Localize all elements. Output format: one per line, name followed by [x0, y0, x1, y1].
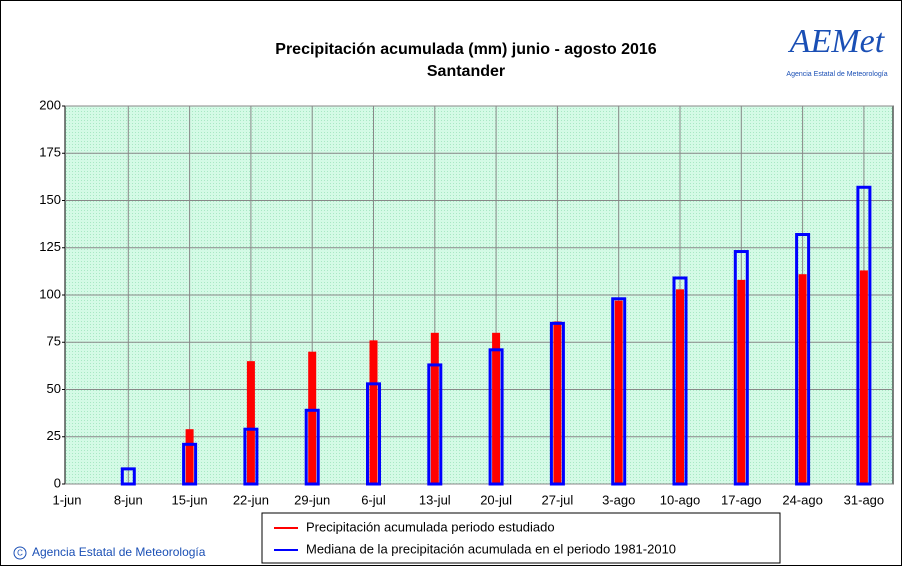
- x-tick-label: 3-ago: [602, 492, 635, 507]
- copyright-icon: [13, 546, 27, 560]
- x-tick-label: 13-jul: [419, 492, 451, 507]
- median-bar: [795, 233, 811, 486]
- grid: [62, 105, 893, 485]
- bar: [676, 289, 684, 484]
- chart-title: Precipitación acumulada (mm) junio - ago…: [275, 41, 657, 58]
- labels: 0 25 50 75 100 125 150 175 200 1-jun 8-jun 15-jun 22…: [39, 97, 884, 507]
- bar: [614, 300, 623, 484]
- legend: [261, 512, 781, 564]
- x-tick-label: 8-jun: [114, 492, 143, 507]
- x-tick-label: 1-jun: [53, 492, 82, 507]
- x-tick-label: 24-ago: [782, 492, 822, 507]
- x-tick-label: 10-ago: [660, 492, 700, 507]
- legend-label: Precipitación acumulada periodo estudiad…: [306, 519, 555, 534]
- x-tick-label: 22-jun: [233, 492, 269, 507]
- median-bar: [549, 321, 565, 486]
- median-bar: [488, 348, 504, 486]
- y-tick-label: 50: [47, 381, 61, 396]
- x-tick-label: 20-jul: [480, 492, 512, 507]
- bar: [737, 279, 746, 484]
- median-bar: [366, 382, 381, 486]
- legend-label: Mediana de la precipitación acumulada en…: [306, 541, 676, 556]
- y-tick-label: 25: [47, 428, 61, 443]
- x-tick-label: 27-jul: [542, 492, 574, 507]
- median-bar: [120, 467, 136, 486]
- bar: [798, 274, 807, 484]
- median-bar: [304, 408, 320, 486]
- x-tick-label: 15-jun: [172, 492, 208, 507]
- x-tick-label: 29-jun: [294, 492, 330, 507]
- y-tick-label: 75: [47, 334, 61, 349]
- median-bar: [856, 185, 872, 486]
- bar: [859, 270, 868, 484]
- bar: [492, 332, 501, 484]
- y-tick-label: 125: [39, 239, 61, 254]
- copyright-c: C: [17, 549, 23, 558]
- x-tick-label: 6-jul: [361, 492, 386, 507]
- median-bar: [182, 442, 198, 486]
- y-tick-label: 100: [39, 286, 61, 301]
- median-bar: [672, 276, 688, 486]
- bar: [246, 361, 255, 484]
- x-tick-label: 17-ago: [721, 492, 761, 507]
- footer: Agencia Estatal de Meteorología: [32, 545, 206, 559]
- logo-caption: Agencia Estatal de Meteorología: [786, 71, 887, 78]
- y-tick-label: 150: [39, 192, 61, 207]
- median-bar: [733, 250, 749, 486]
- y-tick-label: 200: [39, 97, 61, 112]
- bar: [430, 332, 439, 484]
- bar: [369, 340, 378, 484]
- median-bar: [427, 363, 443, 486]
- bar: [185, 429, 194, 484]
- median-bar: [611, 297, 627, 486]
- chart-subtitle: Santander: [427, 63, 505, 80]
- y-tick-label: 175: [39, 145, 61, 160]
- bar: [553, 321, 562, 484]
- x-tick-label: 31-ago: [844, 492, 884, 507]
- logo: AEMet: [788, 23, 886, 60]
- marks: [120, 185, 872, 486]
- median-bar: [243, 427, 259, 486]
- y-tick-label: 0: [54, 475, 61, 490]
- bar: [308, 351, 317, 484]
